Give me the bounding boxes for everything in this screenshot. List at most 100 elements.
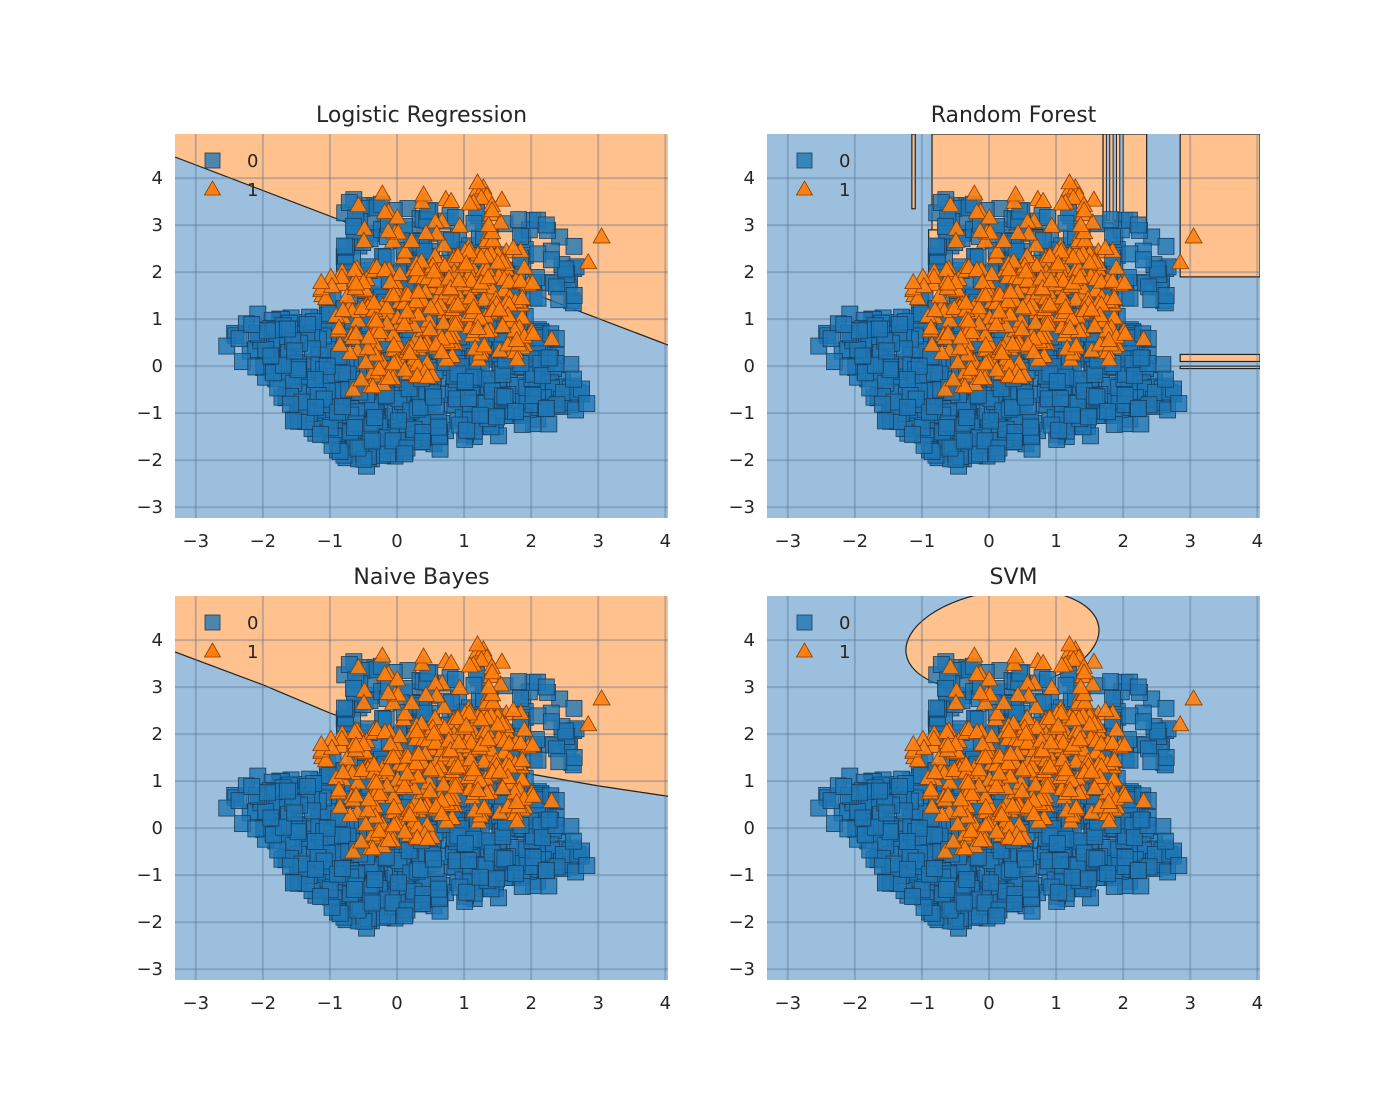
point-class-1 [398, 302, 417, 319]
point-class-1 [446, 315, 465, 332]
point-class-1 [475, 798, 494, 815]
point-class-1 [504, 238, 523, 255]
x-tick-label: −2 [250, 531, 277, 552]
point-class-0 [1098, 403, 1116, 421]
point-class-1 [493, 778, 512, 795]
point-class-1 [406, 291, 426, 309]
point-class-1 [450, 216, 469, 233]
point-class-0 [458, 883, 476, 901]
point-class-0 [822, 330, 840, 348]
point-class-0 [542, 713, 560, 731]
point-class-1 [1107, 258, 1126, 275]
point-class-1 [359, 328, 378, 345]
point-class-0 [540, 415, 558, 433]
point-class-1 [938, 274, 958, 291]
point-class-1 [1082, 300, 1101, 317]
point-class-1 [464, 759, 483, 777]
point-class-1 [381, 734, 400, 751]
point-class-1 [1170, 252, 1190, 270]
point-class-0 [274, 818, 292, 836]
point-class-1 [1049, 254, 1068, 271]
point-class-0 [578, 857, 596, 874]
point-class-1 [364, 293, 384, 310]
point-class-1 [354, 693, 374, 710]
point-class-1 [358, 339, 377, 356]
point-class-1 [345, 722, 364, 739]
point-class-1 [359, 790, 378, 807]
point-class-0 [333, 826, 351, 844]
point-class-1 [1096, 238, 1115, 255]
point-class-1 [482, 200, 502, 218]
point-class-1 [388, 670, 407, 687]
point-class-1 [396, 704, 415, 721]
point-class-1 [488, 715, 507, 732]
point-class-0 [396, 445, 414, 463]
y-tick-label: 1 [152, 771, 163, 792]
point-class-0 [278, 320, 296, 338]
point-class-1 [935, 380, 955, 397]
point-class-1 [379, 830, 398, 848]
point-class-1 [352, 370, 371, 387]
x-tick-label: −1 [317, 993, 344, 1014]
point-class-1 [396, 242, 415, 259]
point-class-1 [395, 822, 414, 839]
point-class-1 [492, 190, 512, 207]
point-class-1 [333, 762, 353, 779]
point-class-1 [316, 750, 336, 768]
point-class-1 [932, 343, 952, 360]
point-class-1 [1075, 230, 1095, 248]
point-class-1 [384, 231, 403, 248]
point-class-1 [987, 314, 1006, 332]
y-tick-label: −3 [728, 497, 755, 518]
point-class-1 [416, 223, 436, 240]
point-class-1 [1060, 318, 1080, 335]
point-class-0 [496, 388, 514, 406]
point-class-0 [1142, 291, 1160, 309]
point-class-0 [938, 419, 955, 436]
point-class-0 [524, 848, 542, 866]
point-class-1 [464, 297, 483, 315]
point-class-0 [854, 347, 872, 365]
point-class-0 [898, 371, 916, 388]
point-class-1 [448, 295, 468, 312]
point-class-1 [377, 759, 397, 777]
legend-label-0: 0 [839, 151, 850, 172]
point-class-1 [460, 656, 480, 673]
point-class-1 [1040, 246, 1059, 263]
point-class-1 [976, 285, 995, 303]
point-class-1 [468, 173, 487, 190]
legend-marker-square [796, 152, 813, 169]
point-class-1 [364, 755, 384, 772]
point-class-1 [987, 360, 1006, 377]
point-class-1 [340, 805, 360, 822]
point-class-1 [1033, 191, 1053, 208]
plot-area [175, 134, 668, 518]
point-class-1 [474, 752, 494, 769]
point-class-1 [1016, 262, 1036, 279]
point-class-1 [426, 733, 445, 750]
point-class-1 [908, 288, 928, 306]
point-class-0 [861, 379, 879, 397]
point-class-0 [540, 811, 558, 829]
point-class-1 [375, 202, 395, 219]
point-class-1 [381, 272, 400, 289]
point-class-0 [529, 751, 547, 769]
point-class-1 [468, 780, 488, 797]
point-class-1 [312, 272, 331, 290]
point-class-0 [899, 398, 916, 416]
point-class-1 [356, 814, 375, 832]
point-class-1 [1105, 288, 1124, 305]
point-class-1 [967, 202, 987, 219]
point-class-1 [340, 343, 360, 360]
point-class-1 [388, 208, 407, 225]
point-class-1 [358, 801, 377, 818]
point-class-0 [306, 371, 324, 388]
point-class-0 [866, 356, 884, 374]
point-class-0 [289, 823, 307, 841]
point-class-0 [969, 248, 987, 266]
point-class-1 [1026, 313, 1045, 330]
point-class-1 [434, 313, 453, 330]
point-class-1 [420, 781, 440, 799]
point-class-0 [465, 214, 483, 232]
